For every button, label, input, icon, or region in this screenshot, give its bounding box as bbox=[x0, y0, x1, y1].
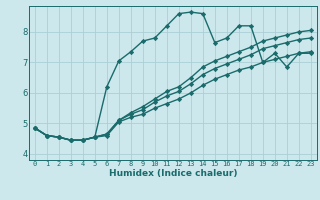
X-axis label: Humidex (Indice chaleur): Humidex (Indice chaleur) bbox=[108, 169, 237, 178]
